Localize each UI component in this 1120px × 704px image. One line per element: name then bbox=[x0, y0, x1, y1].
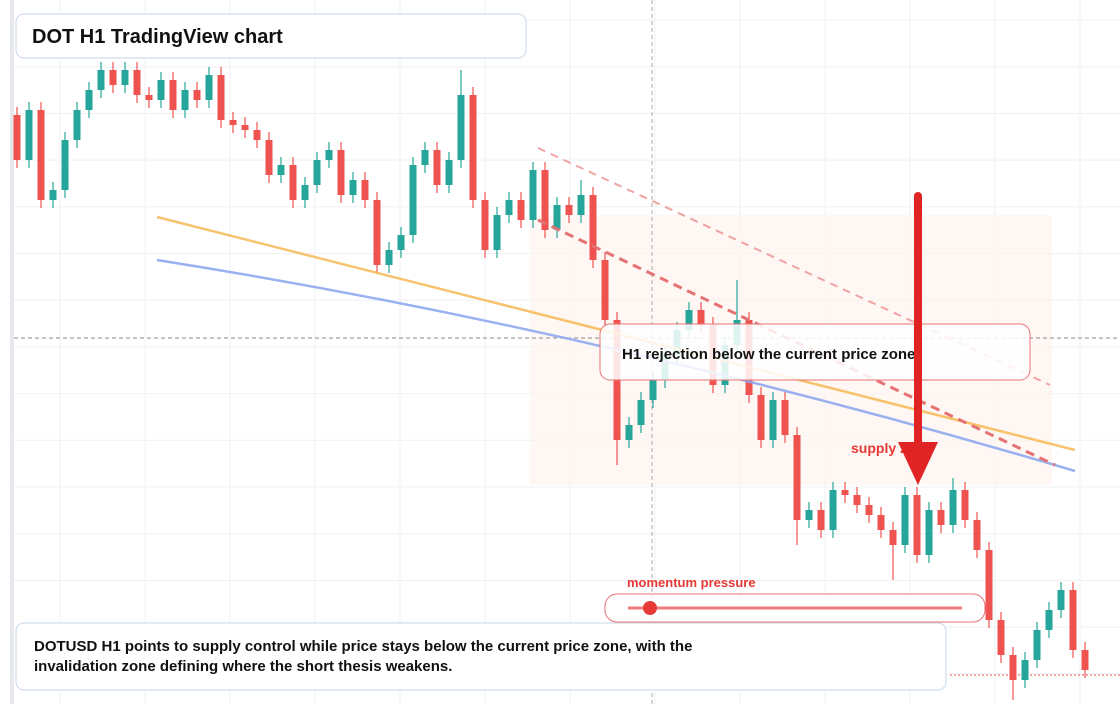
candle-body bbox=[349, 180, 357, 195]
candle-body bbox=[313, 160, 321, 185]
candle-body bbox=[133, 70, 141, 95]
candles bbox=[13, 62, 1089, 700]
candle-body bbox=[877, 515, 885, 530]
momentum-label: momentum pressure bbox=[627, 575, 756, 590]
candle-body bbox=[325, 150, 333, 160]
momentum-dot bbox=[643, 601, 657, 615]
candle-body bbox=[1045, 610, 1053, 630]
candle-body bbox=[577, 195, 585, 215]
candle-body bbox=[805, 510, 813, 520]
candle-body bbox=[181, 90, 189, 110]
candle-body bbox=[997, 620, 1005, 655]
candle-body bbox=[481, 200, 489, 250]
rejection-box bbox=[599, 323, 1031, 381]
candle-body bbox=[697, 310, 705, 325]
candle-body bbox=[865, 505, 873, 515]
arrow-head bbox=[898, 442, 938, 485]
candle-body bbox=[229, 120, 237, 125]
candle-body bbox=[13, 115, 21, 160]
candle-body bbox=[457, 95, 465, 160]
candle-body bbox=[49, 190, 57, 200]
candle-body bbox=[625, 425, 633, 440]
candle-body bbox=[301, 185, 309, 200]
candle-body bbox=[781, 400, 789, 435]
candle-body bbox=[97, 70, 105, 90]
candle-body bbox=[409, 165, 417, 235]
title-box bbox=[15, 13, 527, 59]
candle-body bbox=[973, 520, 981, 550]
candle-body bbox=[769, 400, 777, 440]
candle-body bbox=[385, 250, 393, 265]
candle-body bbox=[157, 80, 165, 100]
candle-body bbox=[73, 110, 81, 140]
caption-wrap: DOTUSD H1 points to supply control while… bbox=[34, 638, 693, 675]
candle-body bbox=[553, 205, 561, 230]
candle-body bbox=[901, 495, 909, 545]
candle-body bbox=[649, 380, 657, 400]
candle-body bbox=[1021, 660, 1029, 680]
candle-body bbox=[853, 495, 861, 505]
candle-body bbox=[277, 165, 285, 175]
candle-body bbox=[25, 110, 33, 160]
candle-body bbox=[61, 140, 69, 190]
candle-body bbox=[1033, 630, 1041, 660]
candle-body bbox=[85, 90, 93, 110]
candle-body bbox=[145, 95, 153, 100]
candle-body bbox=[361, 180, 369, 200]
candle-body bbox=[433, 150, 441, 185]
candle-body bbox=[469, 95, 477, 200]
candle-body bbox=[985, 550, 993, 620]
candle-body bbox=[601, 260, 609, 320]
candle-body bbox=[505, 200, 513, 215]
candle-body bbox=[397, 235, 405, 250]
candle-body bbox=[121, 70, 129, 85]
candle-body bbox=[757, 395, 765, 440]
candle-body bbox=[109, 70, 117, 85]
candle-body bbox=[829, 490, 837, 530]
candle-body bbox=[193, 90, 201, 100]
candle-body bbox=[817, 510, 825, 530]
candle-body bbox=[253, 130, 261, 140]
candle-body bbox=[205, 75, 213, 100]
candle-body bbox=[589, 195, 597, 260]
candle-body bbox=[421, 150, 429, 165]
candle-body bbox=[913, 495, 921, 555]
caption: DOTUSD H1 points to supply control while… bbox=[34, 638, 693, 675]
candle-body bbox=[265, 140, 273, 175]
trend-line-upper bbox=[537, 147, 1051, 386]
candle-body bbox=[289, 165, 297, 200]
candle-body bbox=[493, 215, 501, 250]
candle-body bbox=[637, 400, 645, 425]
candle-body bbox=[1057, 590, 1065, 610]
candle-body bbox=[961, 490, 969, 520]
candle-body bbox=[541, 170, 549, 230]
candle-body bbox=[949, 490, 957, 525]
candle-body bbox=[1081, 650, 1089, 670]
candle-body bbox=[517, 200, 525, 220]
candle-body bbox=[373, 200, 381, 265]
candle-body bbox=[241, 125, 249, 130]
candle-body bbox=[217, 75, 225, 120]
candle-body bbox=[685, 310, 693, 330]
candle-body bbox=[889, 530, 897, 545]
caption-box bbox=[15, 622, 947, 691]
candle-body bbox=[1069, 590, 1077, 650]
candle-body bbox=[925, 510, 933, 555]
candle-body bbox=[37, 110, 45, 200]
candle-body bbox=[937, 510, 945, 525]
title: DOT H1 TradingView chart bbox=[32, 26, 283, 48]
candle-body bbox=[1009, 655, 1017, 680]
candle-body bbox=[529, 170, 537, 220]
candle-body bbox=[169, 80, 177, 110]
candle-body bbox=[565, 205, 573, 215]
candle-body bbox=[793, 435, 801, 520]
left-edge bbox=[10, 0, 14, 704]
candle-body bbox=[445, 160, 453, 185]
candle-body bbox=[337, 150, 345, 195]
candle-body bbox=[841, 490, 849, 495]
rejection-label: H1 rejection below the current price zon… bbox=[622, 346, 915, 363]
